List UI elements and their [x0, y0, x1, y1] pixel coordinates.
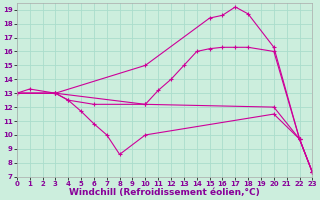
X-axis label: Windchill (Refroidissement éolien,°C): Windchill (Refroidissement éolien,°C): [69, 188, 260, 197]
